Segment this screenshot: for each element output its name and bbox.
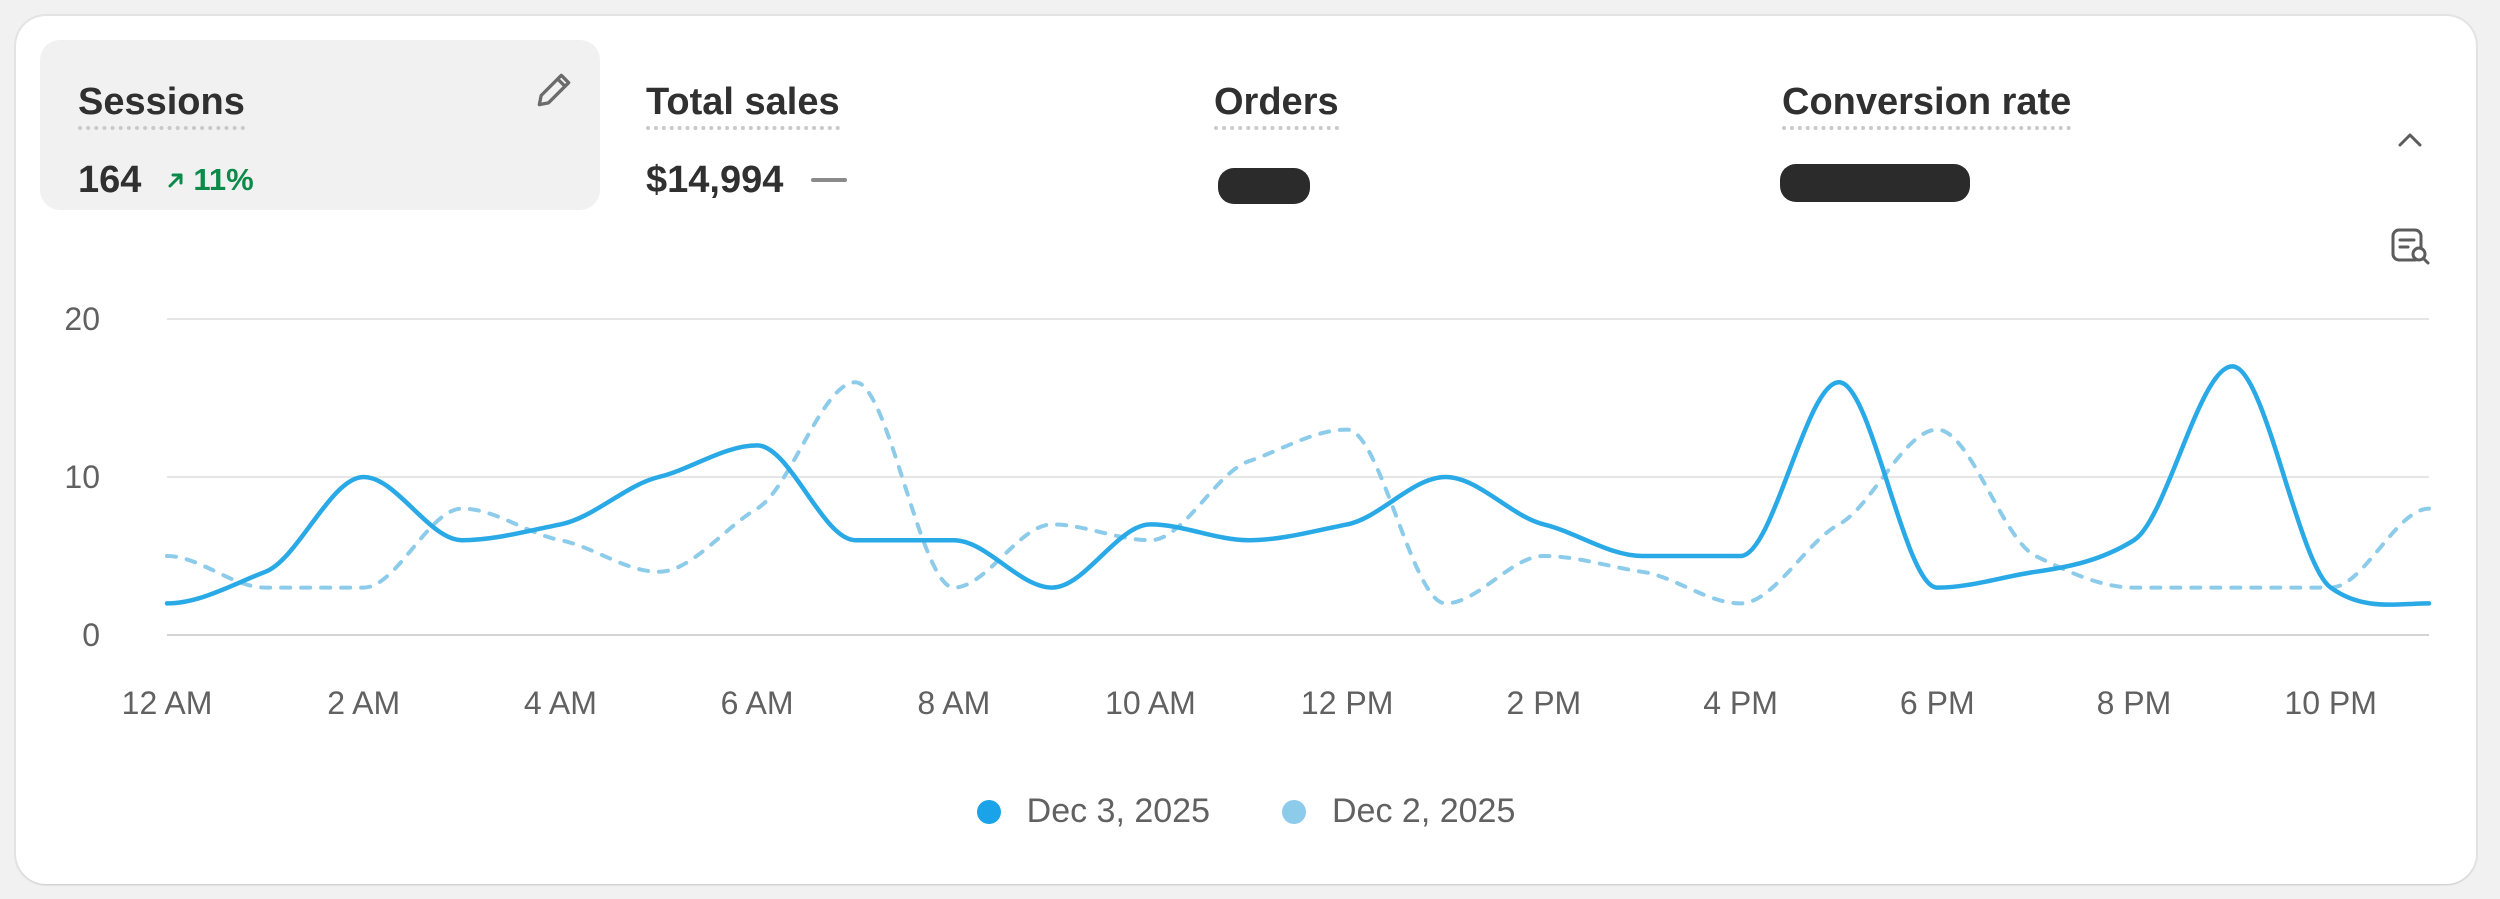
chart-legend: Dec 3, 2025 Dec 2, 2025 — [16, 792, 2476, 831]
x-tick-label: 4 AM — [524, 685, 597, 721]
metric-tab-orders[interactable]: Orders — [1176, 40, 1736, 210]
x-tick-label: 4 PM — [1703, 685, 1778, 721]
metric-label[interactable]: Conversion rate — [1782, 80, 2072, 130]
x-tick-label: 6 PM — [1900, 685, 1975, 721]
trend-value: 11% — [193, 162, 254, 197]
trend-badge: 11% — [165, 162, 254, 198]
arrow-up-right-icon — [168, 173, 183, 188]
x-tick-label: 12 AM — [122, 685, 213, 721]
metric-label[interactable]: Sessions — [78, 80, 245, 130]
legend-item-current[interactable]: Dec 3, 2025 — [976, 792, 1210, 831]
legend-label: Dec 3, 2025 — [1026, 792, 1210, 830]
metric-value: 164 — [78, 159, 142, 201]
x-tick-label: 12 PM — [1301, 685, 1393, 721]
y-tick-label: 10 — [64, 459, 100, 495]
legend-item-previous[interactable]: Dec 2, 2025 — [1282, 792, 1515, 831]
x-tick-label: 6 AM — [721, 685, 794, 721]
sessions-report-card: Sessions 164 11% Total sales $14,994 Ord… — [16, 16, 2476, 884]
sessions-line-chart: 20 10 0 12 AM 2 AM 4 AM 6 AM 8 AM 10 AM 12 PM 2 PM… — [64, 301, 2432, 721]
legend-swatch — [1282, 799, 1306, 824]
y-tick-label: 0 — [82, 617, 100, 653]
x-tick-label: 2 PM — [1507, 685, 1582, 721]
chevron-up-icon[interactable] — [2390, 120, 2430, 160]
x-tick-label: 8 PM — [2097, 685, 2172, 721]
metric-label[interactable]: Orders — [1214, 80, 1339, 130]
metric-tab-total-sales[interactable]: Total sales $14,994 — [608, 40, 1168, 210]
legend-label: Dec 2, 2025 — [1332, 792, 1516, 830]
metric-value: $14,994 — [646, 159, 784, 201]
y-tick-label: 20 — [64, 301, 100, 337]
metric-label[interactable]: Total sales — [646, 80, 840, 130]
x-tick-label: 8 AM — [917, 685, 990, 721]
x-tick-label: 10 AM — [1105, 685, 1196, 721]
metric-tab-conversion-rate[interactable]: Conversion rate — [1744, 40, 2304, 210]
report-search-icon[interactable] — [2386, 222, 2434, 270]
no-change-dash — [811, 178, 848, 182]
series-line-dec-3-2025 — [164, 364, 2432, 607]
pencil-icon[interactable] — [532, 68, 576, 112]
redacted-value — [1780, 164, 1970, 202]
redacted-value — [1218, 168, 1310, 204]
metric-tab-sessions[interactable]: Sessions 164 11% — [40, 40, 600, 210]
x-tick-label: 10 PM — [2284, 685, 2376, 721]
x-tick-label: 2 AM — [327, 685, 400, 721]
legend-swatch — [976, 799, 1001, 824]
series-line-dec-2-2025 — [165, 380, 2431, 606]
